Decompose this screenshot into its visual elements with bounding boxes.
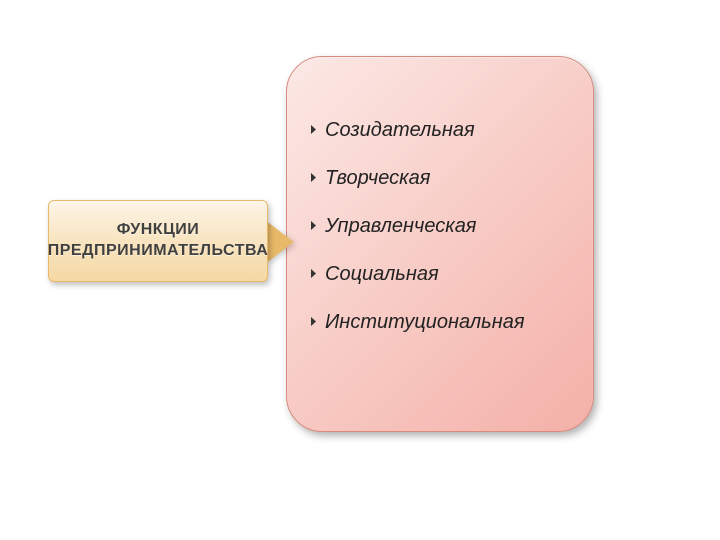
list-item: Институциональная <box>311 309 569 335</box>
functions-panel: Созидательная Творческая Управленческая … <box>286 56 594 432</box>
list-item: Созидательная <box>311 117 569 143</box>
diagram-container: ФУНКЦИИ ПРЕДПРИНИМАТЕЛЬСТВА Созидательна… <box>0 0 720 540</box>
title-label-box: ФУНКЦИИ ПРЕДПРИНИМАТЕЛЬСТВА <box>48 200 268 282</box>
functions-list: Созидательная Творческая Управленческая … <box>311 117 569 335</box>
list-item: Управленческая <box>311 213 569 239</box>
title-label-text: ФУНКЦИИ ПРЕДПРИНИМАТЕЛЬСТВА <box>48 220 269 262</box>
list-item: Социальная <box>311 261 569 287</box>
list-item: Творческая <box>311 165 569 191</box>
arrow-icon <box>267 222 293 262</box>
